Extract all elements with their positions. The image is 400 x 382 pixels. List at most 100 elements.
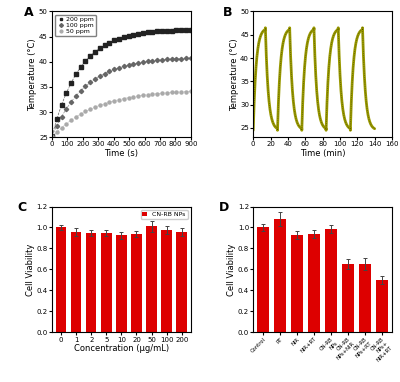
200 ppm [188, 28, 193, 32]
200 ppm [145, 30, 150, 35]
200 ppm [160, 29, 164, 33]
50 ppm [121, 96, 126, 101]
100 ppm [126, 63, 131, 67]
Bar [131, 234, 142, 332]
Bar [101, 233, 112, 332]
50 ppm [155, 91, 160, 96]
200 ppm [107, 40, 112, 45]
Line: 100 ppm: 100 ppm [50, 57, 192, 138]
50 ppm [107, 100, 112, 104]
100 ppm [83, 84, 88, 89]
50 ppm [59, 126, 64, 130]
50 ppm [126, 95, 131, 100]
50 ppm [102, 101, 107, 106]
100 ppm [54, 123, 59, 128]
50 ppm [64, 121, 69, 126]
200 ppm [164, 29, 169, 33]
Bar [56, 227, 66, 332]
200 ppm [59, 103, 64, 107]
200 ppm [88, 54, 93, 58]
100 ppm [64, 107, 69, 111]
100 ppm [184, 56, 188, 61]
Y-axis label: Temperature (°C): Temperature (°C) [230, 38, 239, 111]
50 ppm [169, 90, 174, 95]
Bar [71, 232, 82, 332]
50 ppm [179, 90, 184, 94]
200 ppm [155, 29, 160, 34]
Bar [146, 227, 157, 332]
50 ppm [164, 91, 169, 95]
Bar [308, 234, 320, 332]
200 ppm [64, 91, 69, 95]
50 ppm [83, 109, 88, 114]
Legend: CN-RB NPs: CN-RB NPs [140, 210, 188, 219]
50 ppm [88, 107, 93, 112]
200 ppm [184, 28, 188, 32]
50 ppm [145, 92, 150, 97]
50 ppm [98, 103, 102, 108]
200 ppm [112, 38, 117, 43]
Y-axis label: Cell Viability: Cell Viability [228, 243, 236, 296]
200 ppm [126, 34, 131, 38]
50 ppm [174, 90, 179, 94]
Text: D: D [218, 201, 229, 214]
50 ppm [93, 105, 98, 109]
Text: A: A [24, 6, 34, 19]
200 ppm [98, 46, 102, 50]
Bar [291, 235, 303, 332]
100 ppm [93, 77, 98, 81]
100 ppm [160, 58, 164, 62]
50 ppm [54, 130, 59, 134]
Bar [274, 219, 286, 332]
100 ppm [107, 69, 112, 74]
200 ppm [54, 117, 59, 121]
Bar [86, 233, 96, 332]
Bar [342, 264, 354, 332]
Bar [116, 235, 127, 332]
100 ppm [174, 57, 179, 61]
100 ppm [59, 115, 64, 119]
50 ppm [78, 112, 83, 117]
Text: C: C [17, 201, 26, 214]
Bar [176, 232, 187, 332]
100 ppm [112, 67, 117, 72]
200 ppm [169, 28, 174, 33]
200 ppm [78, 65, 83, 70]
200 ppm [121, 35, 126, 39]
200 ppm [69, 81, 74, 85]
Y-axis label: Temperature (°C): Temperature (°C) [28, 38, 38, 111]
100 ppm [155, 58, 160, 63]
100 ppm [50, 134, 54, 139]
Text: B: B [223, 6, 232, 19]
200 ppm [131, 32, 136, 37]
100 ppm [188, 56, 193, 60]
Bar [258, 227, 269, 332]
200 ppm [174, 28, 179, 32]
100 ppm [145, 59, 150, 64]
50 ppm [112, 99, 117, 103]
50 ppm [69, 118, 74, 123]
100 ppm [88, 80, 93, 85]
Line: 50 ppm: 50 ppm [50, 90, 192, 139]
200 ppm [102, 43, 107, 47]
200 ppm [140, 31, 145, 36]
X-axis label: Time (min): Time (min) [300, 149, 345, 158]
100 ppm [116, 65, 121, 70]
Legend: 200 ppm, 100 ppm, 50 ppm: 200 ppm, 100 ppm, 50 ppm [55, 15, 96, 36]
50 ppm [160, 91, 164, 96]
X-axis label: Time (s): Time (s) [104, 149, 138, 158]
Bar [325, 229, 337, 332]
100 ppm [121, 64, 126, 69]
100 ppm [164, 57, 169, 62]
100 ppm [169, 57, 174, 62]
200 ppm [179, 28, 184, 32]
100 ppm [98, 74, 102, 78]
200 ppm [116, 36, 121, 41]
200 ppm [93, 50, 98, 54]
50 ppm [131, 94, 136, 99]
200 ppm [83, 59, 88, 63]
200 ppm [136, 32, 140, 36]
100 ppm [102, 71, 107, 76]
100 ppm [136, 61, 140, 65]
100 ppm [179, 56, 184, 61]
